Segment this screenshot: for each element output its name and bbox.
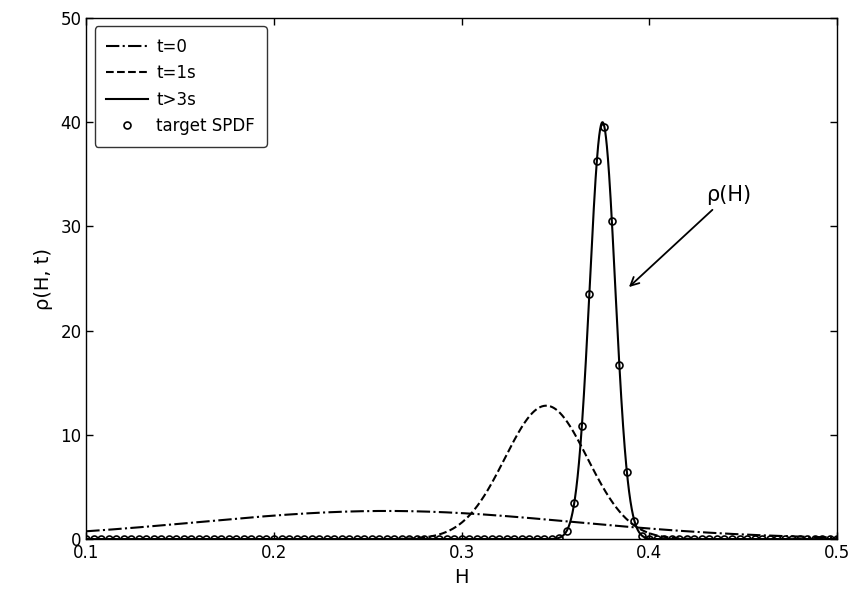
t=1s: [570, 431, 580, 438]
t=1s: [368, 536, 378, 543]
Y-axis label: ρ(H, t): ρ(H, t): [35, 247, 54, 310]
target SPDF: [532, 536, 542, 543]
t=0: [217, 516, 228, 524]
t>3s: [597, 119, 608, 126]
t=0: [641, 525, 652, 532]
t>3s: [641, 534, 652, 541]
Line: t>3s: t>3s: [86, 122, 837, 539]
t=0: [570, 519, 580, 526]
t=0: [832, 534, 842, 541]
t=1s: [698, 536, 709, 543]
target SPDF: [832, 536, 842, 543]
Text: ρ(H): ρ(H): [630, 185, 751, 286]
Line: target SPDF: target SPDF: [83, 123, 841, 543]
target SPDF: [652, 536, 662, 543]
target SPDF: [134, 536, 144, 543]
t>3s: [570, 497, 580, 504]
X-axis label: H: H: [455, 567, 469, 586]
t=1s: [641, 528, 652, 536]
t=0: [381, 507, 392, 515]
target SPDF: [614, 362, 625, 369]
t=0: [81, 528, 91, 535]
t=1s: [532, 406, 542, 413]
t=1s: [541, 402, 551, 409]
t>3s: [832, 536, 842, 543]
Line: t=0: t=0: [86, 511, 837, 537]
target SPDF: [426, 536, 437, 543]
t=1s: [832, 536, 842, 543]
t=1s: [217, 536, 228, 543]
t>3s: [81, 536, 91, 543]
t>3s: [368, 536, 378, 543]
t>3s: [217, 536, 228, 543]
t=0: [368, 507, 378, 515]
t=0: [698, 529, 709, 536]
t=0: [532, 515, 542, 522]
target SPDF: [269, 536, 280, 543]
t>3s: [698, 536, 709, 543]
Legend: t=0, t=1s, t>3s, target SPDF: t=0, t=1s, t>3s, target SPDF: [95, 26, 267, 147]
target SPDF: [599, 123, 609, 130]
Line: t=1s: t=1s: [86, 406, 837, 539]
target SPDF: [81, 536, 91, 543]
t>3s: [532, 536, 542, 543]
t=1s: [81, 536, 91, 543]
